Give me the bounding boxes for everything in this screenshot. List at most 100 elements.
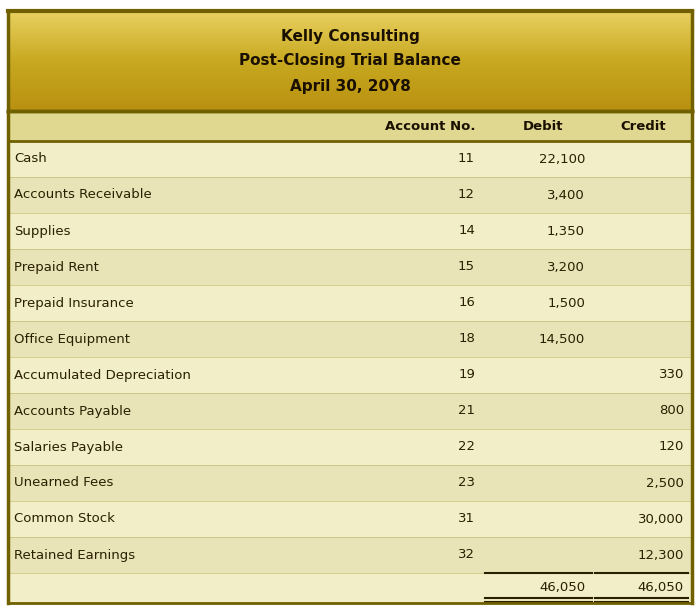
Text: Office Equipment: Office Equipment [14,332,130,345]
Text: Salaries Payable: Salaries Payable [14,441,123,453]
Bar [8,46,692,49]
Text: 1,350: 1,350 [547,224,585,238]
Text: 19: 19 [458,368,475,381]
Bar [8,95,692,97]
Bar [8,98,692,101]
Text: Credit: Credit [621,120,666,133]
Text: 31: 31 [458,513,475,525]
Text: 12: 12 [458,189,475,202]
Bar [8,34,692,37]
Bar [8,104,692,107]
Bar [8,573,692,603]
Text: Account No.: Account No. [385,120,475,133]
Text: 11: 11 [458,153,475,166]
Text: 46,050: 46,050 [638,582,684,595]
Bar [8,32,692,35]
Bar [8,29,692,31]
Bar [8,16,692,19]
Text: 3,400: 3,400 [547,189,585,202]
Bar [8,249,692,285]
Bar [8,45,692,47]
Bar [8,73,692,75]
Text: 800: 800 [659,404,684,417]
Bar [8,18,692,21]
Text: 16: 16 [458,296,475,310]
Text: Common Stock: Common Stock [14,513,115,525]
Bar [8,106,692,109]
Text: Unearned Fees: Unearned Fees [14,477,113,489]
Bar [8,213,692,249]
Bar [8,82,692,85]
Text: 46,050: 46,050 [539,582,585,595]
Bar [8,501,692,537]
Bar [8,21,692,23]
Bar [8,177,692,213]
Text: Accumulated Depreciation: Accumulated Depreciation [14,368,191,381]
Bar [8,97,692,99]
Text: 14: 14 [458,224,475,238]
Bar [8,103,692,105]
Bar [8,68,692,71]
Bar [8,100,692,103]
Bar [8,53,692,55]
Bar [8,40,692,43]
Bar [8,31,692,33]
Bar [8,429,692,465]
Bar [8,537,692,573]
Bar [8,56,692,59]
Bar [8,75,692,77]
Text: 330: 330 [659,368,684,381]
Text: Kelly Consulting: Kelly Consulting [281,29,419,43]
Text: Accounts Receivable: Accounts Receivable [14,189,152,202]
Text: Cash: Cash [14,153,47,166]
Text: 2,500: 2,500 [646,477,684,489]
Text: Accounts Payable: Accounts Payable [14,404,131,417]
Bar [8,24,692,27]
Text: 12,300: 12,300 [638,549,684,562]
Bar [8,59,692,61]
Bar [8,87,692,89]
Bar [8,37,692,39]
Bar [8,23,692,25]
Bar [8,48,692,51]
Bar [8,357,692,393]
Text: 18: 18 [458,332,475,345]
Bar [8,90,692,93]
Text: Retained Earnings: Retained Earnings [14,549,135,562]
Text: Post-Closing Trial Balance: Post-Closing Trial Balance [239,54,461,68]
Bar [8,81,692,83]
Text: 3,200: 3,200 [547,260,585,274]
Bar [8,76,692,79]
Bar [8,141,692,177]
Bar [8,70,692,73]
Bar [8,321,692,357]
Bar [8,109,692,111]
Text: 21: 21 [458,404,475,417]
Text: 32: 32 [458,549,475,562]
Bar [8,92,692,95]
Bar [8,67,692,69]
Bar [8,285,692,321]
Bar [8,62,692,65]
Text: 22,100: 22,100 [538,153,585,166]
Bar [8,51,692,53]
Bar [8,60,692,63]
Bar [8,78,692,81]
Bar [8,84,692,87]
Text: 14,500: 14,500 [539,332,585,345]
Text: Supplies: Supplies [14,224,71,238]
Bar [8,393,692,429]
Text: 120: 120 [659,441,684,453]
Bar [8,111,692,141]
Bar [8,89,692,91]
Bar [8,26,692,29]
Text: 1,500: 1,500 [547,296,585,310]
Text: 23: 23 [458,477,475,489]
Text: Prepaid Rent: Prepaid Rent [14,260,99,274]
Bar [8,15,692,17]
Bar [8,65,692,67]
Bar [8,10,692,13]
Bar [8,465,692,501]
Bar [8,38,692,41]
Text: April 30, 20Y8: April 30, 20Y8 [290,78,410,93]
